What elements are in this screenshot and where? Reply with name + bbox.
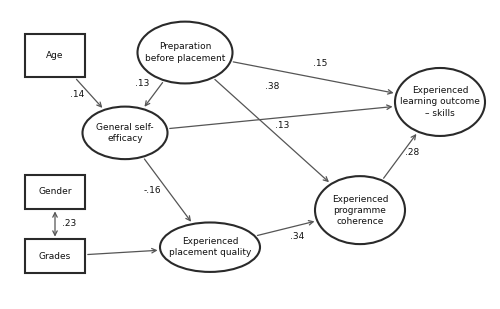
Ellipse shape xyxy=(82,107,168,159)
Text: Gender: Gender xyxy=(38,187,72,196)
Text: .23: .23 xyxy=(62,218,76,228)
Ellipse shape xyxy=(395,68,485,136)
Ellipse shape xyxy=(315,176,405,244)
Text: .34: .34 xyxy=(290,232,304,241)
Text: Experienced
placement quality: Experienced placement quality xyxy=(169,237,251,257)
Text: Experienced
learning outcome
– skills: Experienced learning outcome – skills xyxy=(400,87,480,117)
Ellipse shape xyxy=(138,22,232,83)
Text: Experienced
programme
coherence: Experienced programme coherence xyxy=(332,195,388,226)
FancyBboxPatch shape xyxy=(25,34,85,77)
Text: .14: .14 xyxy=(70,90,85,99)
Text: .13: .13 xyxy=(136,79,149,88)
FancyBboxPatch shape xyxy=(25,239,85,273)
Text: Grades: Grades xyxy=(39,252,71,261)
Text: .28: .28 xyxy=(406,148,419,158)
FancyBboxPatch shape xyxy=(25,175,85,209)
Text: General self-
efficacy: General self- efficacy xyxy=(96,123,154,143)
Text: .38: .38 xyxy=(266,82,280,91)
Text: .13: .13 xyxy=(276,121,289,130)
Text: Age: Age xyxy=(46,51,64,60)
Ellipse shape xyxy=(160,222,260,272)
Text: -.16: -.16 xyxy=(144,185,162,195)
Text: Preparation
before placement: Preparation before placement xyxy=(145,42,225,63)
Text: .15: .15 xyxy=(313,59,327,68)
